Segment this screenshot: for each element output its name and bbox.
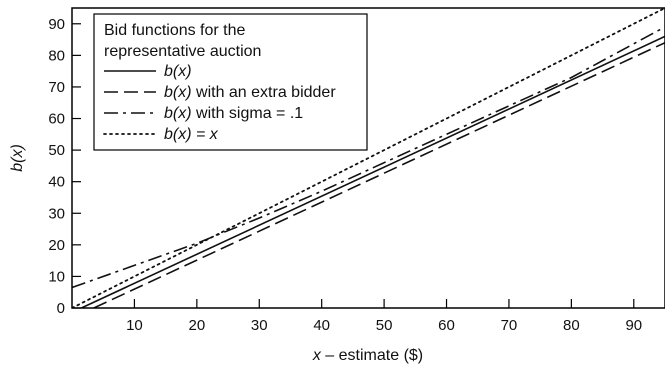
x-tick-label-80: 80 — [563, 317, 580, 334]
y-tick-label-40: 40 — [48, 174, 65, 191]
y-tick-label-70: 70 — [48, 79, 65, 96]
x-tick-label-10: 10 — [126, 317, 143, 334]
legend-label-dotted: b(x) = x — [164, 126, 219, 143]
legend-title-line2: representative auction — [104, 43, 261, 60]
x-tick-label-50: 50 — [376, 317, 393, 334]
series-line-1-solid — [81, 35, 665, 308]
y-tick-label-80: 80 — [48, 47, 65, 64]
x-axis-title: x – estimate ($) — [312, 347, 423, 364]
series-line-3-dashdot — [72, 26, 665, 289]
legend: Bid functions for the representative auc… — [93, 13, 368, 151]
x-tick-label-60: 60 — [438, 317, 455, 334]
series-line-4-dotted — [72, 8, 665, 308]
y-tick-label-90: 90 — [48, 16, 65, 33]
legend-label-dashdot: b(x) with sigma = .1 — [164, 105, 303, 122]
y-tick-label-30: 30 — [48, 205, 65, 222]
x-tick-label-70: 70 — [501, 317, 518, 334]
x-tick-label-30: 30 — [251, 317, 268, 334]
plot-area-frame — [71, 7, 665, 309]
axis-ticks: 10 20 30 40 50 60 70 80 90 0 10 20 30 40 50 60 70 80 90 — [48, 16, 642, 334]
x-tick-label-90: 90 — [625, 317, 642, 334]
y-tick-label-50: 50 — [48, 142, 65, 159]
legend-box — [93, 13, 368, 151]
series-layer — [72, 8, 665, 308]
y-tick-label-0: 0 — [57, 300, 65, 317]
legend-label-solid: b(x) — [164, 63, 192, 80]
legend-label-dashed: b(x) with an extra bidder — [164, 84, 336, 101]
x-tick-label-40: 40 — [313, 317, 330, 334]
x-tick-label-20: 20 — [188, 317, 205, 334]
legend-entries: b(x) b(x) with an extra bidder b(x) with s… — [103, 63, 336, 143]
y-tick-label-20: 20 — [48, 237, 65, 254]
series-line-2-dashed — [93, 41, 665, 308]
legend-title-line1: Bid functions for the — [104, 22, 246, 39]
y-tick-label-60: 60 — [48, 111, 65, 128]
y-axis-title: b(x) — [9, 144, 26, 172]
y-tick-label-10: 10 — [48, 268, 65, 285]
